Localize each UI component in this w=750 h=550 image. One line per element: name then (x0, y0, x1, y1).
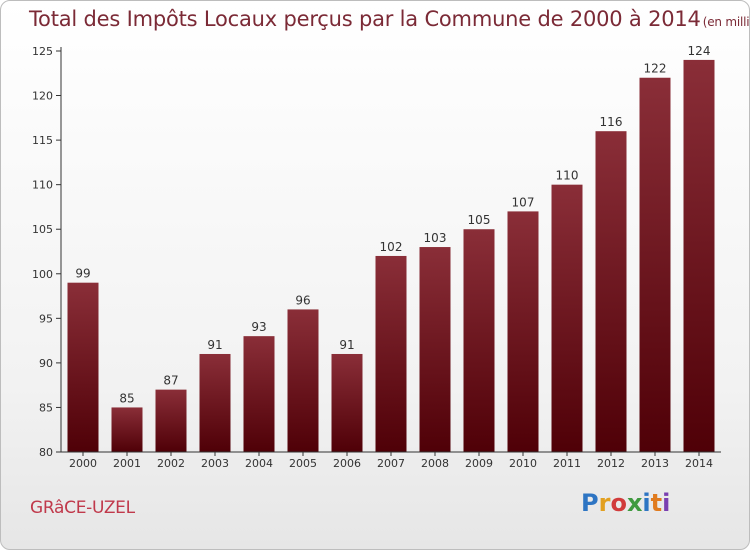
logo-letter: i (662, 489, 671, 517)
bar-value-label: 110 (556, 169, 579, 183)
bar-value-label: 96 (295, 293, 310, 307)
bar-value-label: 124 (688, 44, 711, 58)
x-tick-label: 2013 (641, 457, 669, 470)
y-tick-label: 120 (32, 90, 53, 103)
bar (507, 211, 539, 452)
x-tick-label: 2005 (289, 457, 317, 470)
x-tick-label: 2011 (553, 457, 581, 470)
bar-value-label: 87 (163, 374, 178, 388)
bar (155, 389, 187, 452)
bar-value-label: 91 (339, 338, 354, 352)
bar (419, 247, 451, 452)
bar (639, 77, 671, 452)
bar (551, 184, 583, 452)
y-tick-label: 95 (39, 312, 53, 325)
x-tick-label: 2010 (509, 457, 537, 470)
y-tick-label: 80 (39, 446, 53, 459)
x-tick-label: 2002 (157, 457, 185, 470)
bar (463, 229, 495, 452)
bar-value-label: 103 (424, 231, 447, 245)
y-tick-label: 125 (32, 45, 53, 58)
bars-group: 99 85 87 91 93 96 91 102 103 105 107 110 116 122 124 (67, 44, 715, 453)
logo-letter: x (626, 489, 643, 517)
y-tick-label: 110 (32, 179, 53, 192)
bar (243, 336, 275, 452)
x-tick-label: 2014 (685, 457, 713, 470)
logo-letter: i (642, 489, 651, 517)
x-tick-label: 2012 (597, 457, 625, 470)
chart-title-unit: (en milliers d'€) (702, 15, 750, 29)
y-tick-label: 115 (32, 134, 53, 147)
proxiti-logo: Proxiti (581, 489, 670, 517)
bar (287, 309, 319, 452)
x-tick-label: 2001 (113, 457, 141, 470)
y-tick-label: 90 (39, 357, 53, 370)
x-tick-label: 2007 (377, 457, 405, 470)
bar-value-label: 122 (644, 62, 667, 76)
y-tick-label: 100 (32, 268, 53, 281)
y-tick-label: 85 (39, 401, 53, 414)
logo-letter: r (598, 489, 611, 517)
logo-letter: P (581, 489, 599, 517)
bar-value-label: 105 (468, 213, 491, 227)
axes-group: 2000 2001 2002 2003 2004 2005 2006 2007 2008 2009… (32, 45, 721, 470)
chart-title-text: Total des Impôts Locaux perçus par la Co… (29, 7, 701, 31)
x-tick-label: 2004 (245, 457, 273, 470)
logo-letter: t (650, 489, 663, 517)
bar (595, 131, 627, 452)
x-tick-label: 2000 (69, 457, 97, 470)
x-tick-label: 2003 (201, 457, 229, 470)
y-tick-label: 105 (32, 223, 53, 236)
bar-value-label: 85 (119, 391, 134, 405)
bar (111, 407, 143, 452)
bar-value-label: 102 (380, 240, 403, 254)
bar (67, 282, 99, 452)
x-tick-label: 2006 (333, 457, 361, 470)
bar-value-label: 116 (600, 115, 623, 129)
x-tick-label: 2008 (421, 457, 449, 470)
x-tick-label: 2009 (465, 457, 493, 470)
bar (199, 353, 231, 452)
bar (375, 255, 407, 452)
commune-name: GRâCE-UZEL (30, 498, 135, 518)
bar-value-label: 93 (251, 320, 266, 334)
bar-value-label: 91 (207, 338, 222, 352)
chart-title: Total des Impôts Locaux perçus par la Co… (29, 7, 750, 31)
bar (331, 353, 363, 452)
bar-value-label: 99 (75, 267, 90, 281)
logo-letter: o (610, 489, 627, 517)
bar (683, 59, 715, 453)
bar-value-label: 107 (512, 195, 535, 209)
